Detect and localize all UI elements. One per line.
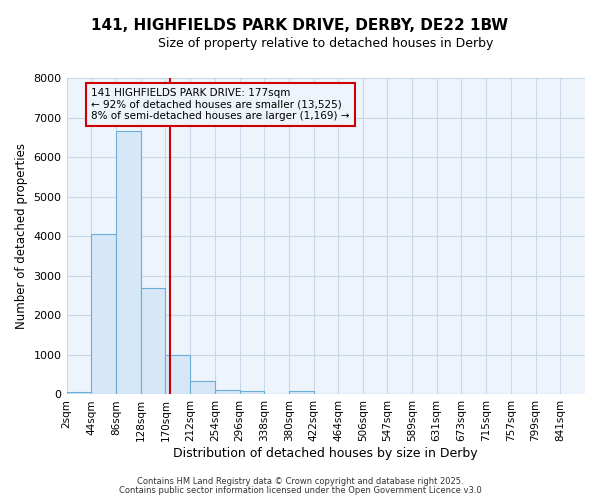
Bar <box>91 234 116 394</box>
X-axis label: Distribution of detached houses by size in Derby: Distribution of detached houses by size … <box>173 447 478 460</box>
Bar <box>67 392 91 394</box>
Bar <box>215 390 239 394</box>
Text: 141 HIGHFIELDS PARK DRIVE: 177sqm
← 92% of detached houses are smaller (13,525)
: 141 HIGHFIELDS PARK DRIVE: 177sqm ← 92% … <box>91 88 350 121</box>
Bar <box>289 390 314 394</box>
Bar <box>239 392 264 394</box>
Bar <box>190 382 215 394</box>
Y-axis label: Number of detached properties: Number of detached properties <box>15 144 28 330</box>
Bar <box>166 355 190 395</box>
Text: 141, HIGHFIELDS PARK DRIVE, DERBY, DE22 1BW: 141, HIGHFIELDS PARK DRIVE, DERBY, DE22 … <box>91 18 509 32</box>
Bar <box>140 288 166 395</box>
Text: Contains HM Land Registry data © Crown copyright and database right 2025.: Contains HM Land Registry data © Crown c… <box>137 477 463 486</box>
Text: Contains public sector information licensed under the Open Government Licence v3: Contains public sector information licen… <box>119 486 481 495</box>
Bar <box>116 132 140 394</box>
Title: Size of property relative to detached houses in Derby: Size of property relative to detached ho… <box>158 38 493 51</box>
